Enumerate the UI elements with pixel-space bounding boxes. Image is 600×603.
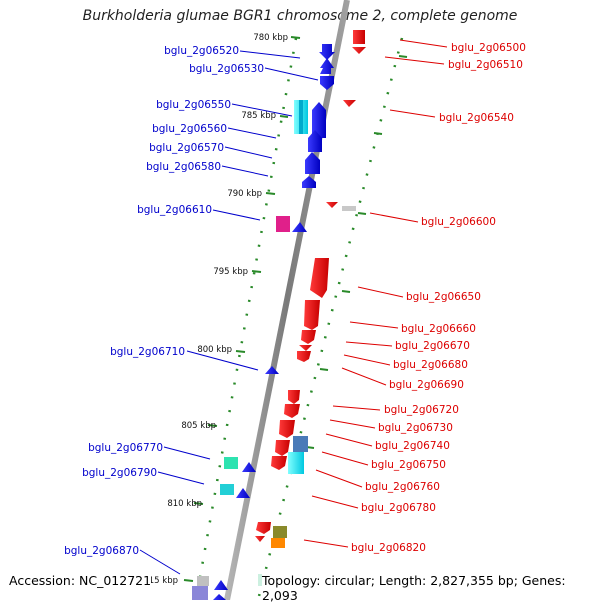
left-gene-label[interactable]: bglu_2g06570 [149,142,224,154]
kbp-label: 800 kbp [197,345,232,355]
kbp-label: 790 kbp [227,189,262,199]
reverse-genes [255,30,366,600]
left-gene-label[interactable]: bglu_2g06770 [88,442,163,454]
right-gene-label[interactable]: bglu_2g06650 [406,291,481,303]
gene-2g06650 [310,258,329,298]
gene-2g06530b [320,76,334,90]
gene-2g06670 [301,330,316,344]
right-gene-label[interactable]: bglu_2g06600 [421,216,496,228]
right-gene-label[interactable]: bglu_2g06660 [401,323,476,335]
left-gene-label[interactable]: bglu_2g06870 [64,545,139,557]
right-gene-label[interactable]: bglu_2g06540 [439,112,514,124]
gene-2g06790 [220,484,234,495]
gene-2g06770 [224,457,238,469]
right-gene-label[interactable]: bglu_2g06670 [395,340,470,352]
accession-text: Accession: NC_012721 [9,573,152,588]
gene-2g06750b [288,452,304,474]
kbp-label: 795 kbp [213,267,248,277]
gene-2g06510 [352,47,366,54]
gene-2g06580b [302,176,316,188]
gene-2g06760 [275,440,290,456]
gene-2g06750 [293,436,308,452]
gene-2g06820 [256,522,271,534]
right-gene-label[interactable]: bglu_2g06720 [384,404,459,416]
gene-2g06820b [255,536,265,542]
kbp-label: 785 kbp [241,111,276,121]
left-gene-label[interactable]: bglu_2g06580 [146,161,221,173]
gene-2g06730 [284,404,300,418]
gene-2g06600b [342,206,356,211]
gene-2g06870b [197,576,209,586]
gene-2g06610b [292,222,307,232]
gene-2g06740 [279,420,295,438]
right-gene-label[interactable]: bglu_2g06740 [375,440,450,452]
map-title: Burkholderia glumae BGR1 chromosome 2, c… [82,8,518,24]
right-gene-label[interactable]: bglu_2g06500 [451,42,526,54]
gene-2g06790b [236,488,250,498]
gene-2g06660 [304,300,320,330]
kbp-label: 810 kbp [167,499,202,509]
gene-2g06690 [297,351,311,362]
genome-backbone [224,0,350,600]
right-gene-label[interactable]: bglu_2g06680 [393,359,468,371]
gene-2g06820c [273,526,287,538]
left-gene-label[interactable]: bglu_2g06560 [152,123,227,135]
gene-2g06720 [288,390,300,404]
kbp-label: 805 kbp [181,421,216,431]
gene-2g06710 [265,366,279,374]
forward-genes [192,44,335,600]
gene-2g06610 [276,216,290,232]
kbp-label: 815 kbp [143,576,178,586]
genome-summary-text: Topology: circular; Length: 2,827,355 bp… [262,573,600,603]
gene-2g06560 [312,102,326,138]
right-gene-label[interactable]: bglu_2g06690 [389,379,464,391]
gene-2g06870c [214,580,228,590]
right-gene-label[interactable]: bglu_2g06750 [371,459,446,471]
gene-2g06870 [192,586,208,600]
gene-2g06770b [242,462,256,472]
gene-2g06530 [320,58,334,74]
left-leaders [139,50,319,575]
gene-2g06570 [308,130,322,152]
left-gene-label[interactable]: bglu_2g06530 [189,63,264,75]
gene-2g06820d [271,538,285,548]
gene-2g06550-core [299,100,303,134]
right-gene-label[interactable]: bglu_2g06760 [365,481,440,493]
left-gene-label[interactable]: bglu_2g06710 [110,346,185,358]
gene-2g06520 [319,44,335,60]
gene-2g06870d [213,594,226,600]
right-leaders [303,39,448,548]
right-gene-label[interactable]: bglu_2g06820 [351,542,426,554]
right-gene-label[interactable]: bglu_2g06730 [378,422,453,434]
kbp-label: 780 kbp [253,33,288,43]
kbp-ticks [183,36,408,582]
right-gene-label[interactable]: bglu_2g06780 [361,502,436,514]
left-gene-label[interactable]: bglu_2g06550 [156,99,231,111]
right-tick-track [256,37,404,600]
left-gene-label[interactable]: bglu_2g06520 [164,45,239,57]
gene-2g06500 [353,30,365,44]
gene-2g06580 [305,152,320,174]
left-gene-label[interactable]: bglu_2g06790 [82,467,157,479]
gene-2g06780 [271,456,287,470]
right-gene-label[interactable]: bglu_2g06510 [448,59,523,71]
left-gene-label[interactable]: bglu_2g06610 [137,204,212,216]
gene-2g06540 [343,100,356,107]
gene-2g06680 [299,345,312,351]
gene-2g06600 [326,202,338,208]
